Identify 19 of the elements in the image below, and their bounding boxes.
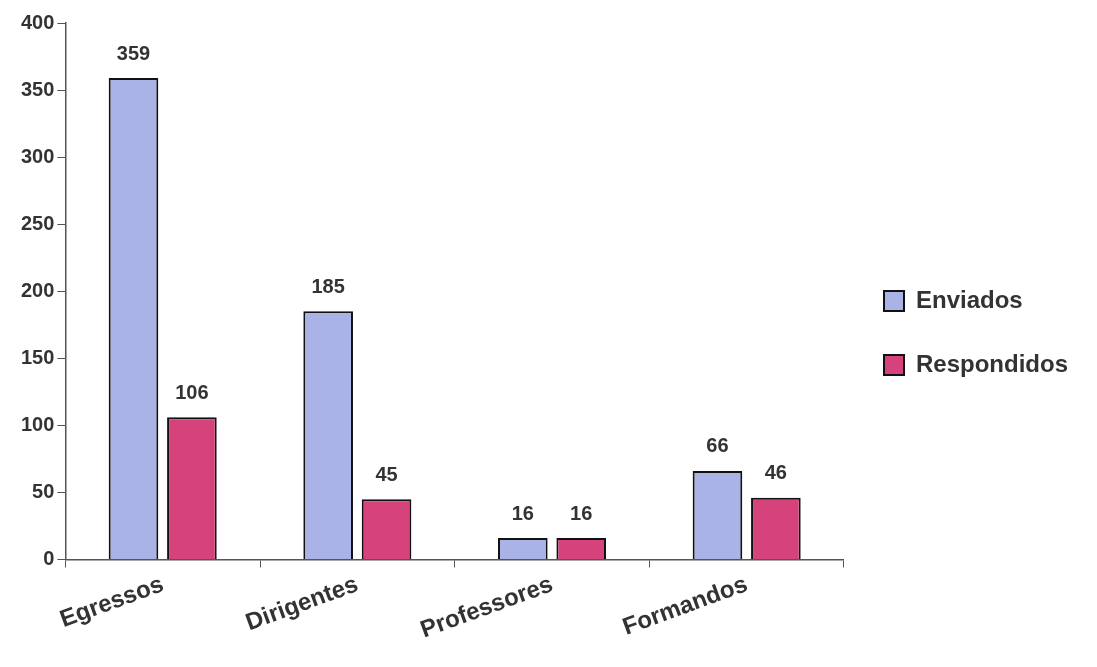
y-tick-label: 250 [20,211,55,234]
data-label: 106 [175,380,209,403]
y-tick-label: 150 [20,345,55,368]
y-tick-label: 100 [20,412,55,435]
y-tick-label: 50 [32,479,55,502]
data-label: 66 [706,434,729,457]
legend-label: Respondidos [916,349,1069,377]
y-tick-label: 200 [20,278,55,301]
y-tick-label: 0 [43,547,55,569]
data-label: 45 [375,462,398,485]
y-tick-label: 350 [20,77,55,100]
data-label: 359 [116,41,151,64]
y-tick-label: 300 [20,144,55,167]
legend-label: Enviados [916,285,1023,313]
data-label: 46 [764,461,787,484]
data-label: 16 [570,501,593,524]
data-label: 16 [511,501,534,524]
y-tick-label: 400 [20,10,55,33]
data-label: 185 [311,274,345,297]
